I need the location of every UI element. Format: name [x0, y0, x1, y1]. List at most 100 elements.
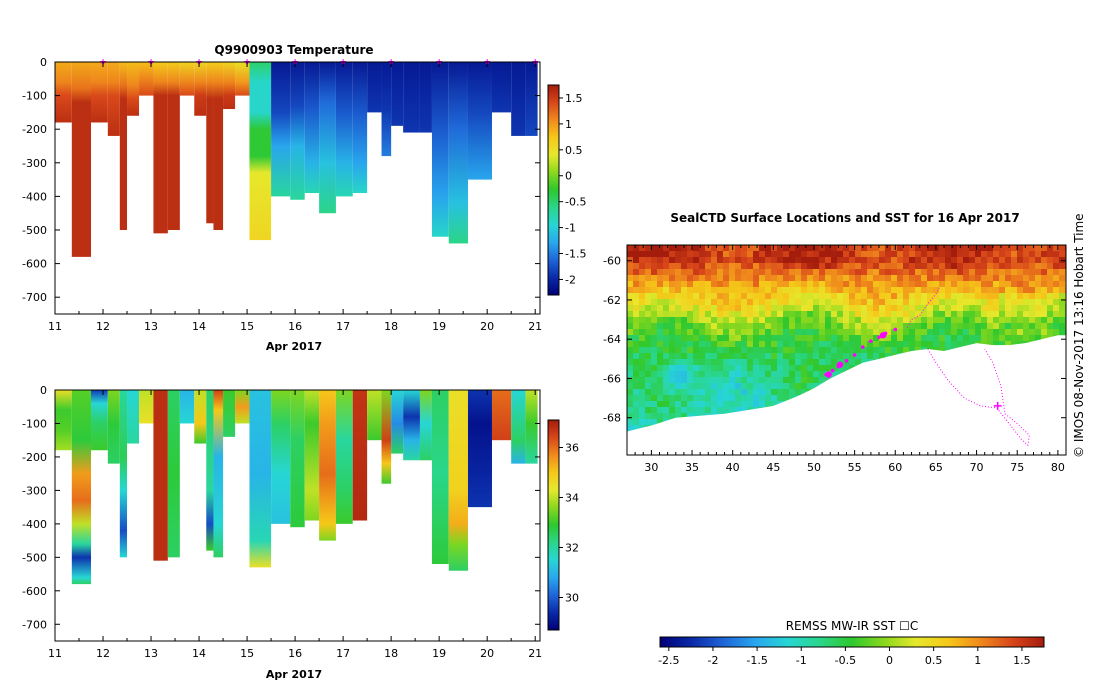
y-tick-label: -600: [22, 258, 47, 271]
sst-cell: [759, 305, 766, 312]
sst-cell: [1035, 275, 1042, 282]
sst-cell: [711, 383, 718, 390]
sst-cell: [957, 311, 964, 318]
sst-cell: [885, 245, 892, 252]
sst-cell: [693, 323, 700, 330]
sst-cell: [741, 365, 748, 372]
sst-cell: [633, 425, 640, 432]
sst-cell: [705, 383, 712, 390]
sst-cell: [1053, 293, 1060, 300]
sst-cell: [681, 251, 688, 258]
sst-cell: [1035, 329, 1042, 336]
sst-cell: [759, 293, 766, 300]
sst-cell: [795, 293, 802, 300]
sst-cell: [1059, 329, 1066, 336]
sst-cell: [885, 341, 892, 348]
sst-cell: [1053, 329, 1060, 336]
sst-cell: [975, 323, 982, 330]
sst-cell: [873, 287, 880, 294]
sst-cell: [807, 299, 814, 306]
sal-profile: [91, 390, 108, 451]
sst-cell: [903, 299, 910, 306]
y-tick-label: -200: [22, 123, 47, 136]
sst-cell: [1059, 323, 1066, 330]
sst-cell: [783, 341, 790, 348]
sst-cell: [675, 371, 682, 378]
sst-cell: [699, 299, 706, 306]
sst-cell: [831, 323, 838, 330]
sst-cell: [633, 311, 640, 318]
sst-cell: [903, 293, 910, 300]
sst-cell: [675, 341, 682, 348]
sst-cell: [687, 377, 694, 384]
sst-cell: [699, 275, 706, 282]
temperature-title: Q9900903 Temperature: [214, 43, 373, 57]
sst-cell: [837, 347, 844, 354]
sal-profile: [304, 390, 320, 521]
sst-cell: [939, 335, 946, 342]
sst-cell: [981, 281, 988, 288]
sst-cell: [987, 335, 994, 342]
sst-cell: [951, 257, 958, 264]
sst-cell: [795, 389, 802, 396]
sst-cell: [1023, 257, 1030, 264]
sst-cell: [801, 269, 808, 276]
sst-cell: [861, 257, 868, 264]
sst-cell: [765, 311, 772, 318]
sst-cell: [687, 413, 694, 420]
sst-cell: [735, 281, 742, 288]
sst-cell: [897, 317, 904, 324]
sst-cell: [645, 323, 652, 330]
sst-cell: [831, 329, 838, 336]
sst-cell: [1047, 281, 1054, 288]
x-tick-label: 30: [644, 461, 658, 474]
sst-cell: [1005, 329, 1012, 336]
sst-cell: [1029, 311, 1036, 318]
sst-cell: [639, 383, 646, 390]
sst-cell: [843, 299, 850, 306]
sst-cell: [1029, 251, 1036, 258]
sst-cell: [645, 401, 652, 408]
sst-cell: [1023, 323, 1030, 330]
sst-cell: [1005, 275, 1012, 282]
sst-cell: [819, 251, 826, 258]
sst-cell: [717, 269, 724, 276]
sst-cell: [939, 329, 946, 336]
sal-profile: [467, 390, 492, 508]
sst-cell: [747, 323, 754, 330]
sst-cell: [771, 371, 778, 378]
sst-cell: [789, 383, 796, 390]
sst-cell: [873, 275, 880, 282]
sst-cell: [741, 353, 748, 360]
sst-cell: [1035, 245, 1042, 252]
sst-cell: [915, 287, 922, 294]
sst-cell: [993, 317, 1000, 324]
sst-cell: [843, 305, 850, 312]
sst-cell: [1023, 287, 1030, 294]
credit-timestamp: 08-Nov-2017 13:16 Hobart Time: [1072, 213, 1086, 407]
sst-cell: [1053, 245, 1060, 252]
sst-cell: [705, 395, 712, 402]
sst-cell: [645, 359, 652, 366]
sst-cell: [645, 311, 652, 318]
sst-cell: [765, 293, 772, 300]
sst-cell: [783, 377, 790, 384]
sst-cell: [777, 323, 784, 330]
sst-cell: [861, 305, 868, 312]
sst-cell: [651, 347, 658, 354]
x-tick-label: 11: [48, 320, 62, 333]
sst-cell: [963, 251, 970, 258]
sst-cell: [759, 347, 766, 354]
sst-cell: [639, 263, 646, 270]
temp-profile: [391, 62, 404, 126]
temperature-colorbar-ticks: 1.510.50-0.5-1-1.5-2: [559, 92, 586, 286]
sst-cell: [783, 323, 790, 330]
sst-cell: [639, 371, 646, 378]
sst-cell: [663, 383, 670, 390]
sst-cell: [663, 389, 670, 396]
sst-cell: [735, 245, 742, 252]
sst-cell: [915, 299, 922, 306]
sst-cell: [639, 401, 646, 408]
sst-cell: [987, 281, 994, 288]
sst-cell: [645, 251, 652, 258]
